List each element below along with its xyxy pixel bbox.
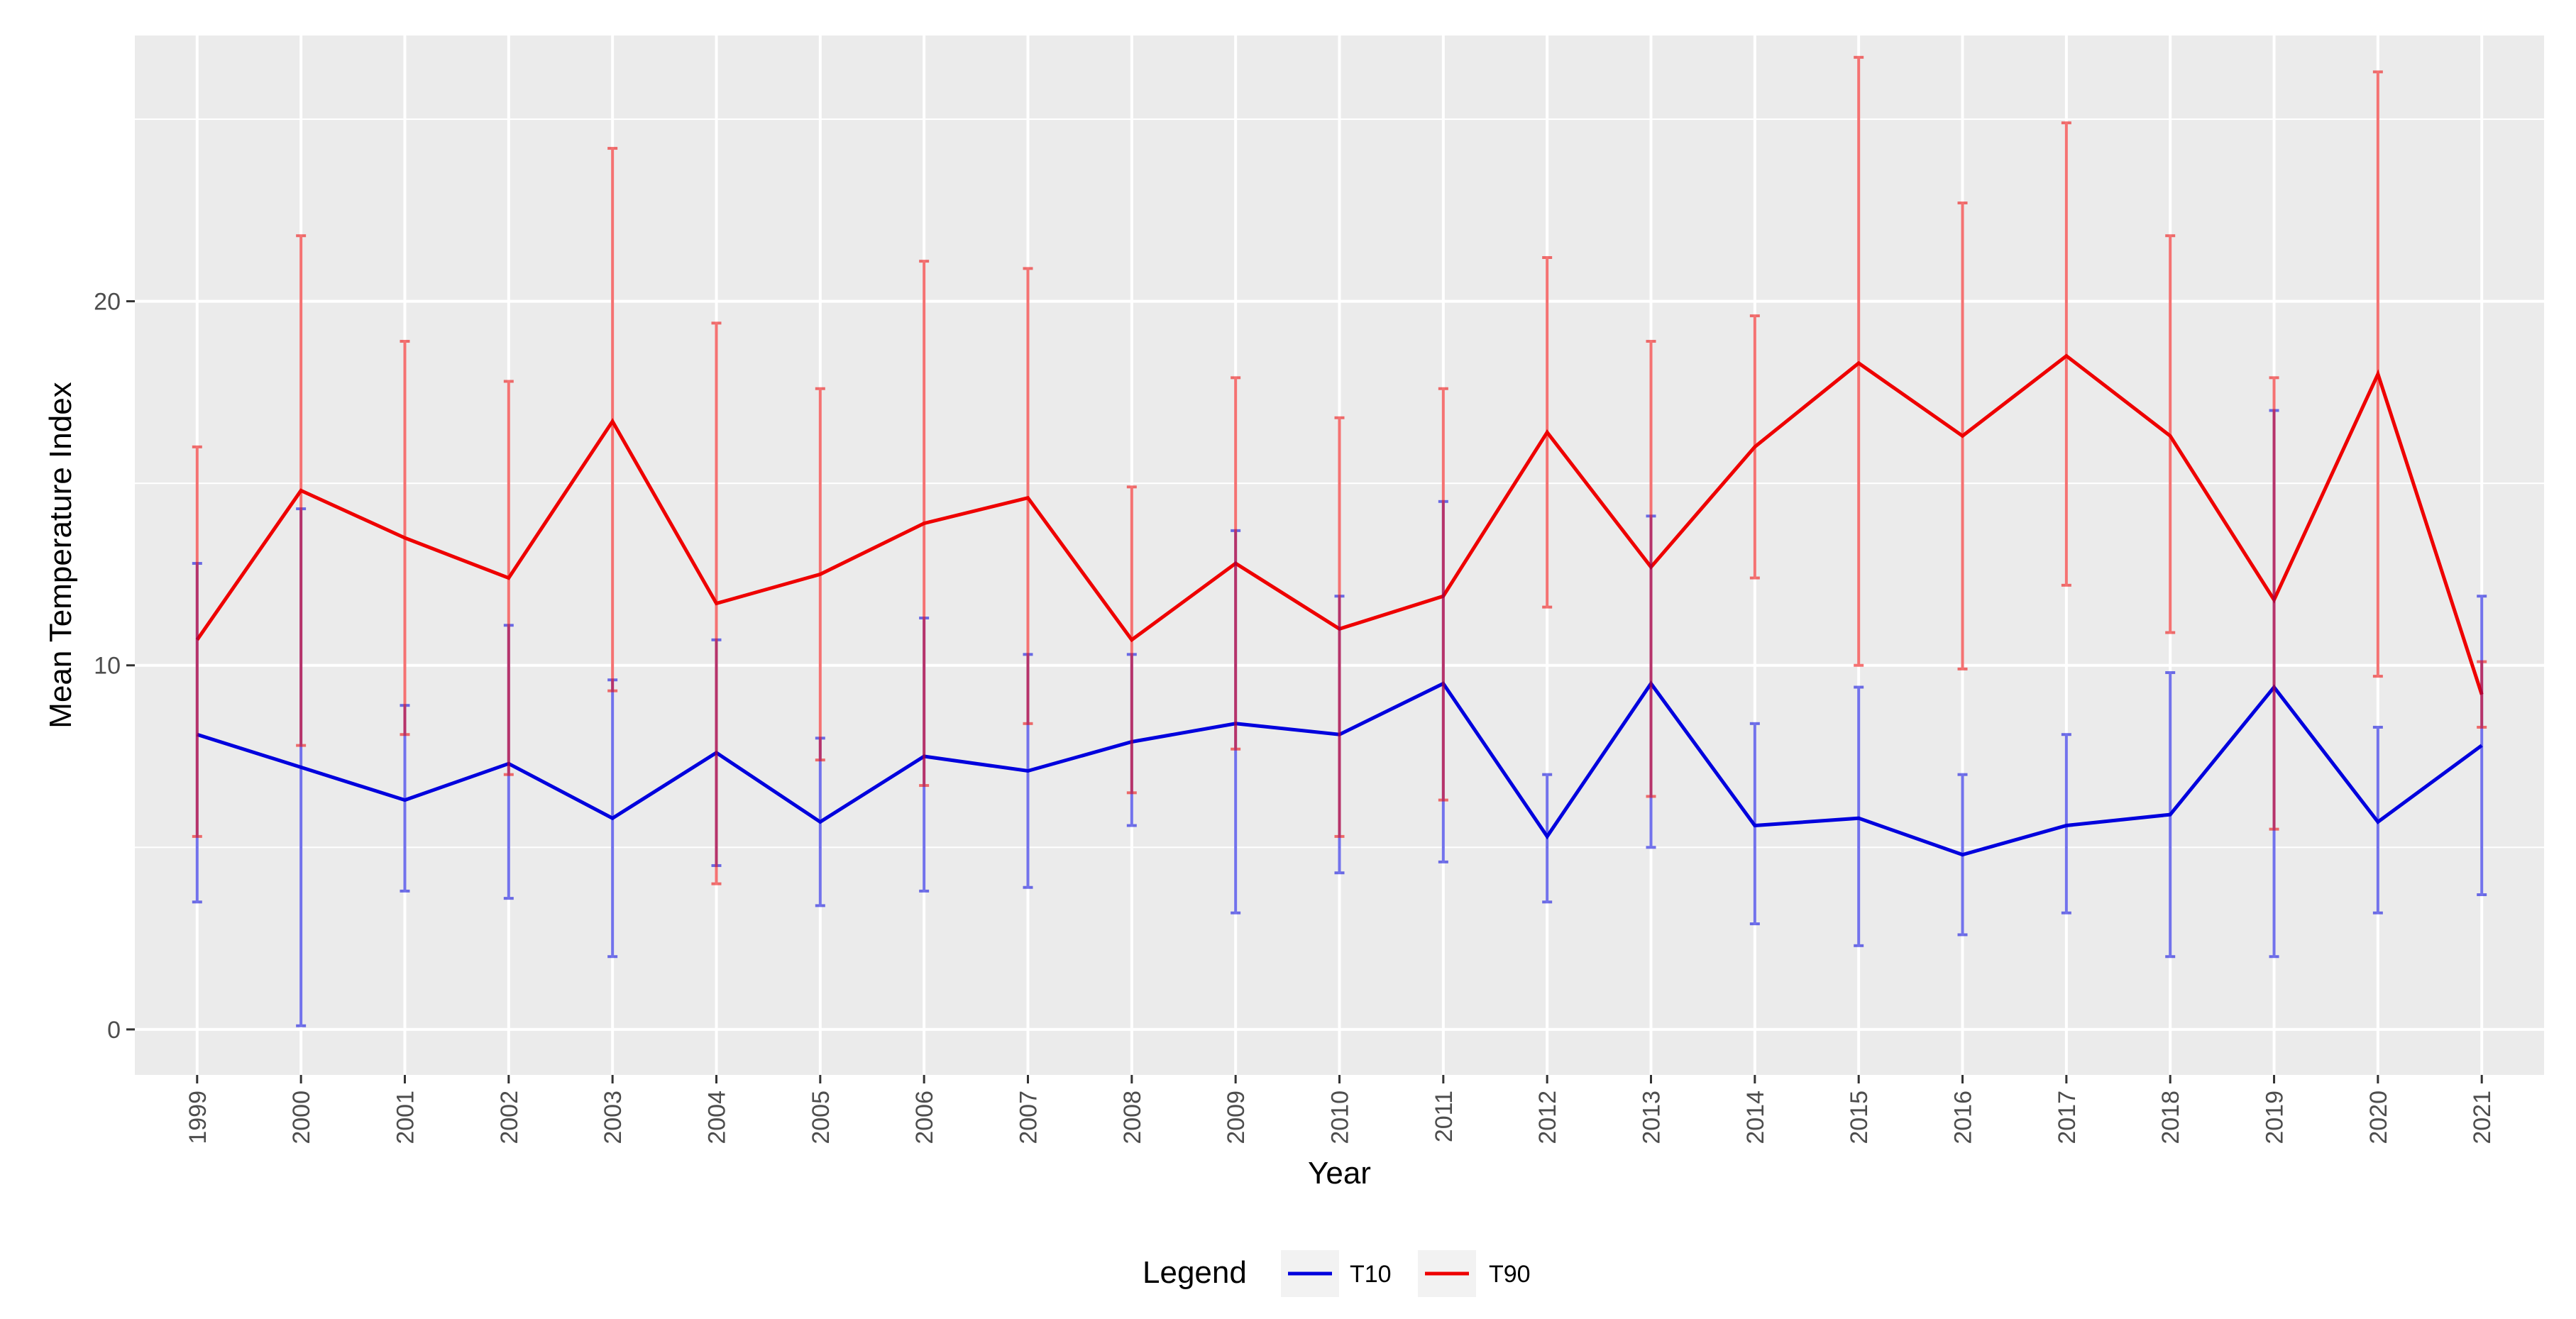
error-bar-t90 (1023, 267, 1033, 725)
x-tick-label: 2001 (392, 1091, 419, 1144)
error-bar-t90 (1438, 387, 1448, 802)
x-tick-label: 2018 (2157, 1091, 2184, 1144)
error-bar-t90 (1334, 416, 1345, 838)
x-tick-label: 2004 (703, 1091, 730, 1144)
x-tick-label: 2015 (1846, 1091, 1873, 1144)
y-tick-label: 0 (107, 1017, 121, 1044)
error-bar-t90 (192, 445, 202, 838)
x-tick-label: 2012 (1534, 1091, 1561, 1144)
x-tick-label: 2019 (2262, 1091, 2289, 1144)
error-bar-t10 (1854, 685, 1864, 947)
x-tick-label: 2002 (496, 1091, 523, 1144)
error-bar-t90 (503, 380, 514, 776)
x-tick-label: 2021 (2469, 1091, 2496, 1144)
x-tick-label: 2020 (2365, 1091, 2392, 1144)
y-tick-label: 10 (94, 653, 121, 680)
x-tick-label: 2016 (1950, 1091, 1977, 1144)
error-bar-t90 (2372, 70, 2383, 678)
legend: Legend T10 T90 (1143, 1250, 1531, 1297)
error-bar-t10 (2061, 733, 2071, 915)
x-axis-title: Year (1308, 1156, 1371, 1191)
error-bar-t90 (1957, 202, 1968, 670)
error-bar-t90 (1126, 485, 1137, 795)
axes: 0 10 20 1999 2000 2001 2002 2003 2004 2005 2006 200… (94, 289, 2496, 1144)
error-bar-t90 (1749, 314, 1760, 580)
x-tick-label: 2014 (1742, 1091, 1769, 1144)
legend-label-t90: T90 (1489, 1261, 1531, 1288)
error-bar-t90 (919, 260, 930, 788)
legend-title: Legend (1143, 1255, 1247, 1290)
error-bars (192, 55, 2487, 1027)
error-bar-t10 (1957, 773, 1968, 937)
x-tick-label: 2007 (1015, 1091, 1042, 1144)
error-bar-t90 (2477, 660, 2487, 729)
error-bar-t10 (1749, 722, 1760, 926)
x-tick-label: 2017 (2054, 1091, 2081, 1144)
error-bar-t10 (2165, 670, 2176, 959)
error-bar-t10 (2372, 725, 2383, 915)
error-bar-t90 (607, 147, 618, 692)
error-bar-t10 (2477, 595, 2487, 896)
error-bar-t90 (815, 387, 825, 762)
x-tick-label: 2009 (1223, 1091, 1250, 1144)
x-tick-label: 2008 (1119, 1091, 1146, 1144)
error-bar-t90 (2269, 376, 2279, 831)
error-bar-t90 (1854, 55, 1864, 667)
error-bar-t90 (711, 321, 722, 885)
x-tick-label: 2006 (911, 1091, 938, 1144)
x-tick-label: 2003 (600, 1091, 627, 1144)
error-bar-t10 (1542, 773, 1553, 904)
error-bar-t90 (1542, 256, 1553, 609)
legend-label-t10: T10 (1350, 1261, 1392, 1288)
error-bar-t90 (1231, 376, 1241, 751)
error-bar-t90 (1646, 340, 1656, 798)
x-tick-label: 1999 (185, 1091, 211, 1144)
x-tick-label: 2010 (1327, 1091, 1354, 1144)
x-tick-label: 2011 (1431, 1091, 1458, 1142)
x-tick-label: 2000 (288, 1091, 315, 1144)
x-tick-label: 2005 (808, 1091, 835, 1144)
error-bar-t90 (2061, 121, 2071, 587)
error-bar-t90 (2165, 234, 2176, 634)
x-tick-label: 2013 (1639, 1091, 1666, 1144)
y-axis-title: Mean Temperature Index (43, 382, 78, 728)
y-tick-label: 20 (94, 289, 121, 316)
error-bar-t90 (296, 234, 307, 747)
error-bar-t90 (400, 340, 410, 736)
